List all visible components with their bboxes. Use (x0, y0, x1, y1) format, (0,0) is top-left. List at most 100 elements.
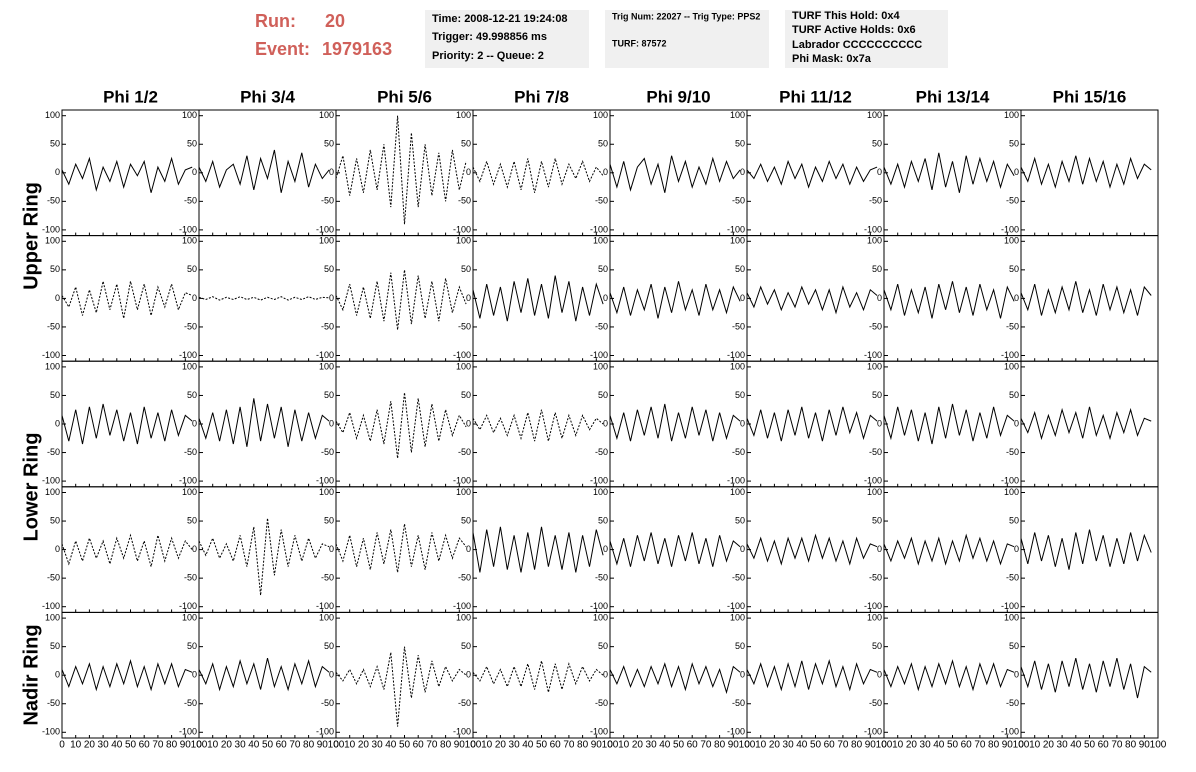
x-tick-label: 10 (1029, 740, 1041, 751)
y-tick-label: -50 (321, 573, 334, 583)
column-title: Phi 7/8 (514, 87, 569, 106)
x-tick-label: 40 (659, 740, 671, 751)
x-tick-label: 10 (344, 740, 356, 751)
y-tick-label: -50 (47, 447, 60, 457)
y-tick-label: -100 (727, 601, 745, 611)
y-tick-label: -100 (1001, 224, 1019, 234)
x-tick-label: 40 (1070, 740, 1082, 751)
x-tick-label: 0 (59, 740, 65, 751)
y-tick-label: -100 (179, 475, 197, 485)
x-tick-label: 100 (191, 740, 208, 751)
x-tick-label: 50 (262, 740, 274, 751)
x-tick-label: 10 (207, 740, 219, 751)
y-tick-label: 0 (603, 293, 608, 303)
waveform (1020, 406, 1152, 441)
y-tick-label: 50 (872, 264, 882, 274)
y-tick-label: 100 (45, 612, 60, 622)
y-tick-label: 100 (182, 612, 197, 622)
waveform (472, 660, 604, 693)
x-tick-label: 90 (1002, 740, 1014, 751)
y-tick-label: -50 (595, 698, 608, 708)
info-text: TURF Active Holds: 0x6 (792, 24, 916, 36)
y-tick-label: -50 (1006, 196, 1019, 206)
x-tick-label: 30 (1057, 740, 1069, 751)
x-tick-label: 30 (235, 740, 247, 751)
x-tick-label: 20 (632, 740, 644, 751)
y-tick-label: 100 (319, 612, 334, 622)
waveform (609, 281, 741, 319)
y-tick-label: -50 (47, 698, 60, 708)
x-tick-label: 50 (399, 740, 411, 751)
y-tick-label: 0 (603, 670, 608, 680)
y-tick-label: -50 (184, 447, 197, 457)
row-label: Upper Ring (20, 182, 42, 290)
info-text: Labrador CCCCCCCCCC (792, 39, 922, 51)
column-title: Phi 9/10 (646, 87, 710, 106)
y-tick-label: 100 (182, 487, 197, 497)
x-tick-label: 90 (865, 740, 877, 751)
y-tick-label: 100 (867, 612, 882, 622)
x-tick-label: 0 (333, 740, 339, 751)
y-tick-label: 100 (593, 236, 608, 246)
y-tick-label: -50 (47, 196, 60, 206)
y-tick-label: -50 (595, 573, 608, 583)
x-tick-label: 20 (495, 740, 507, 751)
x-tick-label: 100 (1150, 740, 1167, 751)
y-tick-label: 50 (324, 641, 334, 651)
x-tick-label: 10 (618, 740, 630, 751)
y-tick-label: 100 (456, 236, 471, 246)
waveform (609, 155, 741, 193)
x-tick-label: 60 (139, 740, 151, 751)
y-tick-label: -100 (1001, 350, 1019, 360)
waveform (335, 523, 467, 573)
x-tick-label: 30 (372, 740, 384, 751)
x-tick-label: 40 (796, 740, 808, 751)
column-title: Phi 11/12 (779, 87, 852, 106)
y-tick-label: 50 (461, 641, 471, 651)
y-tick-label: 50 (187, 641, 197, 651)
y-tick-label: 0 (1014, 167, 1019, 177)
event-label: Event: (255, 39, 310, 59)
y-tick-label: 50 (872, 390, 882, 400)
y-tick-label: -100 (590, 350, 608, 360)
waveform (472, 275, 604, 322)
y-tick-label: -100 (590, 601, 608, 611)
x-tick-label: 100 (602, 740, 619, 751)
y-tick-label: 0 (192, 293, 197, 303)
y-tick-label: 50 (461, 264, 471, 274)
x-tick-label: 60 (1098, 740, 1110, 751)
y-tick-label: 100 (593, 612, 608, 622)
y-tick-label: 50 (50, 390, 60, 400)
y-tick-label: 0 (192, 418, 197, 428)
y-tick-label: -100 (727, 727, 745, 737)
x-tick-label: 50 (673, 740, 685, 751)
y-tick-label: 50 (735, 390, 745, 400)
x-tick-label: 70 (152, 740, 164, 751)
y-tick-label: 100 (730, 487, 745, 497)
y-tick-label: 50 (735, 641, 745, 651)
waveform (746, 159, 878, 189)
y-tick-label: -50 (732, 196, 745, 206)
run-label: Run: (255, 11, 296, 31)
event-value: 1979163 (322, 39, 392, 59)
y-tick-label: -50 (184, 321, 197, 331)
x-tick-label: 50 (1084, 740, 1096, 751)
y-tick-label: 50 (50, 264, 60, 274)
y-tick-label: 0 (877, 167, 882, 177)
y-tick-label: -100 (316, 601, 334, 611)
waveform (1020, 529, 1152, 570)
y-tick-label: 0 (329, 418, 334, 428)
x-tick-label: 80 (714, 740, 726, 751)
x-tick-label: 80 (166, 740, 178, 751)
row-label: Lower Ring (20, 433, 42, 542)
y-tick-label: 100 (319, 110, 334, 120)
y-tick-label: -50 (732, 321, 745, 331)
y-tick-label: 100 (319, 487, 334, 497)
x-tick-label: 40 (248, 740, 260, 751)
y-tick-label: 0 (1014, 418, 1019, 428)
x-tick-label: 60 (413, 740, 425, 751)
y-tick-label: -50 (47, 573, 60, 583)
x-tick-label: 70 (563, 740, 575, 751)
waveform (883, 533, 1015, 566)
y-tick-label: -100 (1001, 727, 1019, 737)
